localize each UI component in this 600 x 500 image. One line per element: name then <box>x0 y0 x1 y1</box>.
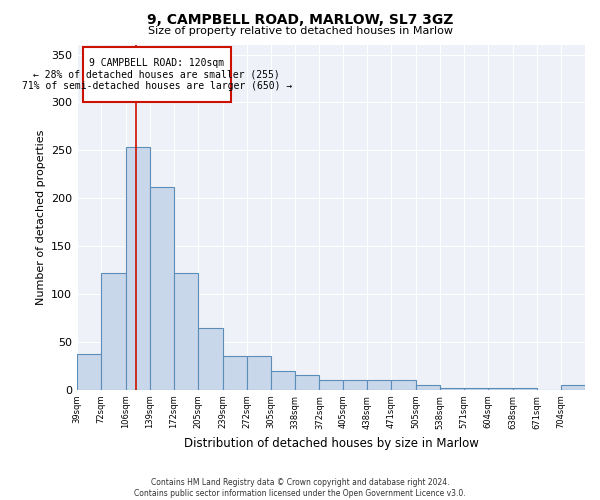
Text: 9, CAMPBELL ROAD, MARLOW, SL7 3GZ: 9, CAMPBELL ROAD, MARLOW, SL7 3GZ <box>147 12 453 26</box>
Bar <box>271 370 295 390</box>
Bar <box>319 380 343 390</box>
Bar <box>343 380 367 390</box>
Bar <box>488 388 513 390</box>
Bar <box>198 328 223 390</box>
X-axis label: Distribution of detached houses by size in Marlow: Distribution of detached houses by size … <box>184 437 479 450</box>
Bar <box>77 354 101 390</box>
Bar <box>83 47 230 102</box>
Bar <box>101 273 126 390</box>
Bar <box>174 273 198 390</box>
Bar <box>295 376 319 390</box>
Bar <box>440 388 464 390</box>
Text: Size of property relative to detached houses in Marlow: Size of property relative to detached ho… <box>148 26 452 36</box>
Bar <box>464 388 488 390</box>
Y-axis label: Number of detached properties: Number of detached properties <box>35 130 46 305</box>
Bar <box>391 380 416 390</box>
Text: 9 CAMPBELL ROAD: 120sqm
← 28% of detached houses are smaller (255)
71% of semi-d: 9 CAMPBELL ROAD: 120sqm ← 28% of detache… <box>22 58 292 92</box>
Bar <box>223 356 247 390</box>
Bar <box>367 380 391 390</box>
Bar <box>513 388 537 390</box>
Bar <box>416 385 440 390</box>
Bar <box>150 187 174 390</box>
Bar <box>247 356 271 390</box>
Bar <box>561 385 585 390</box>
Bar <box>126 148 150 390</box>
Text: Contains HM Land Registry data © Crown copyright and database right 2024.
Contai: Contains HM Land Registry data © Crown c… <box>134 478 466 498</box>
